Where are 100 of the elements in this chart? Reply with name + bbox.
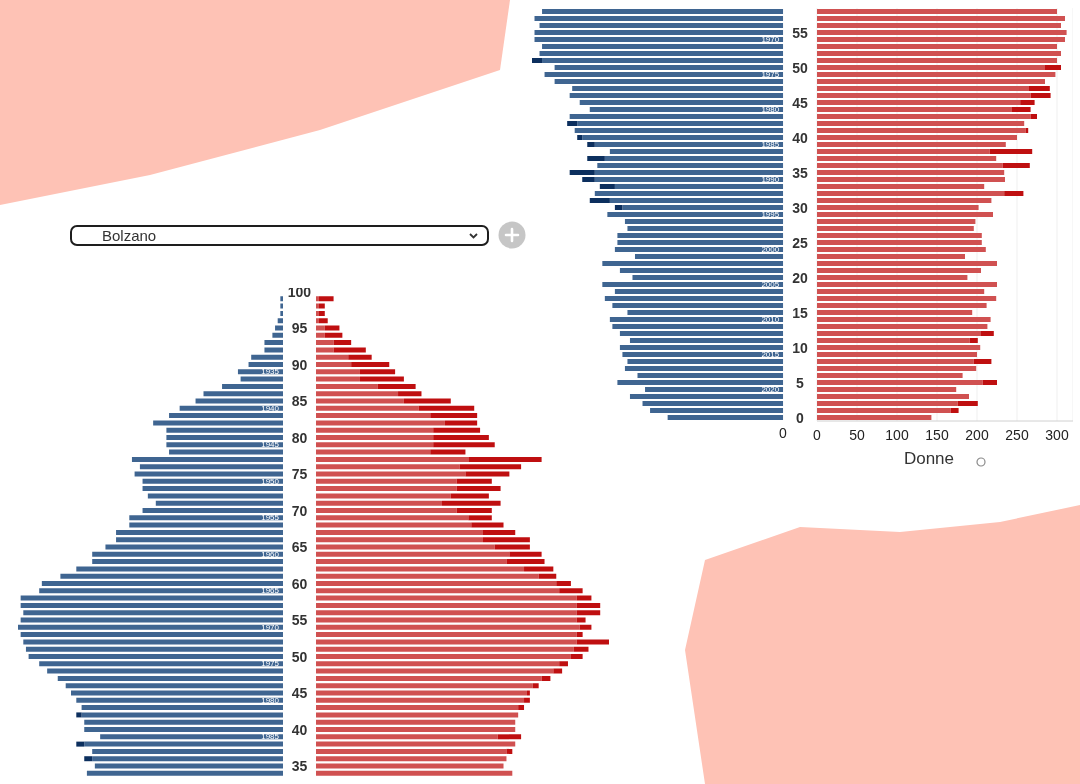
bar bbox=[430, 413, 478, 419]
bar bbox=[609, 316, 783, 322]
bar bbox=[817, 57, 1057, 63]
bar bbox=[316, 573, 539, 579]
bar bbox=[272, 332, 283, 338]
bar bbox=[316, 559, 507, 565]
bar bbox=[570, 654, 583, 660]
bar bbox=[604, 155, 783, 161]
bar bbox=[316, 391, 399, 397]
bar bbox=[817, 169, 1005, 175]
bar bbox=[629, 393, 783, 399]
bar bbox=[316, 763, 504, 769]
y-tick-label: 1970 bbox=[261, 622, 280, 632]
y-tick-label: 1945 bbox=[261, 440, 280, 450]
bar bbox=[456, 478, 492, 484]
bar bbox=[403, 398, 451, 404]
bar bbox=[456, 486, 501, 492]
bar bbox=[316, 464, 460, 470]
bar bbox=[589, 197, 610, 203]
bar bbox=[316, 566, 525, 572]
bar bbox=[817, 225, 974, 231]
bar bbox=[433, 427, 481, 433]
bar bbox=[817, 407, 951, 413]
bar bbox=[316, 741, 516, 747]
y-tick-label: 75 bbox=[291, 466, 308, 483]
bar bbox=[316, 646, 574, 652]
y-tick-label: 2010 bbox=[761, 314, 780, 324]
x-tick-label: 0 bbox=[813, 426, 822, 443]
bar bbox=[576, 602, 601, 608]
bar bbox=[817, 351, 977, 357]
y-tick-label: 1985 bbox=[761, 140, 780, 149]
bar bbox=[41, 581, 283, 587]
bar bbox=[316, 683, 533, 689]
bar bbox=[573, 646, 589, 652]
bar bbox=[86, 770, 283, 776]
bar bbox=[92, 748, 283, 754]
bar bbox=[25, 646, 283, 652]
bar bbox=[576, 617, 586, 623]
bar bbox=[602, 260, 783, 266]
y-tick-label: 15 bbox=[792, 304, 808, 321]
bar bbox=[84, 756, 93, 762]
bar bbox=[817, 190, 1005, 196]
bar bbox=[617, 232, 783, 238]
bar bbox=[318, 296, 334, 302]
x-axis-title: Donne bbox=[903, 449, 955, 469]
bar bbox=[614, 183, 783, 189]
bar bbox=[316, 515, 469, 521]
bar bbox=[316, 610, 577, 616]
bar bbox=[433, 435, 489, 441]
y-tick-label: 1990 bbox=[761, 175, 780, 184]
x-tick-label: 50 bbox=[849, 426, 865, 443]
y-tick-label: 80 bbox=[291, 429, 308, 446]
bar bbox=[316, 442, 434, 448]
bar bbox=[47, 668, 283, 674]
bar bbox=[817, 99, 1021, 105]
bar bbox=[589, 106, 783, 112]
bar bbox=[100, 734, 283, 740]
y-tick-label: 20 bbox=[792, 269, 808, 286]
bar bbox=[433, 442, 495, 448]
bar bbox=[817, 302, 987, 308]
bar bbox=[264, 347, 283, 353]
bar bbox=[969, 337, 978, 343]
bar bbox=[817, 218, 976, 224]
bar bbox=[539, 50, 783, 56]
y-tick-label: 70 bbox=[291, 502, 308, 519]
bar bbox=[76, 566, 283, 572]
bar bbox=[316, 362, 352, 368]
bar bbox=[817, 141, 1006, 147]
bar bbox=[594, 176, 783, 182]
bar bbox=[316, 522, 472, 528]
bar bbox=[817, 211, 993, 217]
bar bbox=[147, 493, 283, 499]
bar bbox=[817, 134, 1017, 140]
bar bbox=[627, 225, 783, 231]
bar bbox=[576, 639, 609, 645]
bar bbox=[614, 288, 783, 294]
bar bbox=[950, 407, 959, 413]
bar bbox=[471, 522, 504, 528]
bar bbox=[18, 624, 283, 630]
bar bbox=[359, 376, 404, 382]
bar bbox=[817, 337, 970, 343]
bar bbox=[544, 71, 783, 77]
bar bbox=[579, 624, 592, 630]
bar bbox=[316, 420, 445, 426]
bar bbox=[817, 330, 981, 336]
bar bbox=[318, 318, 328, 324]
bar bbox=[624, 365, 783, 371]
y-tick-label: 1980 bbox=[761, 105, 780, 115]
bar bbox=[418, 405, 475, 411]
bar bbox=[622, 351, 783, 357]
bar bbox=[333, 340, 352, 346]
bar bbox=[84, 719, 283, 725]
bar bbox=[817, 29, 1067, 35]
bar bbox=[316, 727, 516, 733]
bar bbox=[316, 478, 457, 484]
bar bbox=[614, 246, 783, 252]
bar bbox=[817, 162, 1003, 168]
bar bbox=[316, 639, 577, 645]
bar bbox=[541, 675, 551, 681]
y-tick-label: 30 bbox=[792, 199, 808, 216]
